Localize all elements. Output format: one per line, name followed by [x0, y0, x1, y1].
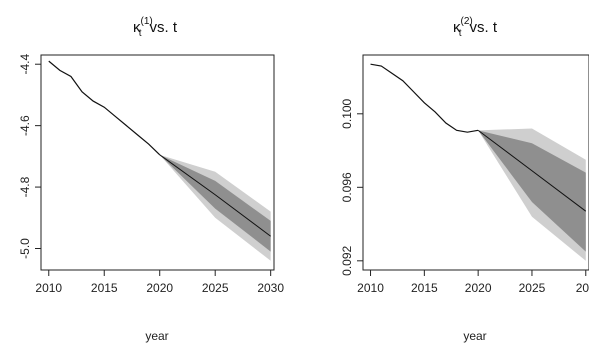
historical-line: [48, 60, 161, 156]
title-base: κ: [133, 19, 141, 36]
x-axis-label: year: [463, 329, 486, 343]
x-tick-label: 2010: [357, 281, 384, 295]
title-rest: vs. t: [150, 19, 178, 36]
x-tick-label: 2010: [35, 281, 62, 295]
y-axis: -4.4 -4.6 -4.8 -5.0: [18, 54, 41, 259]
title-sub: t: [459, 28, 462, 39]
title-rest: vs. t: [470, 19, 498, 36]
x-tick-label: 2025: [519, 281, 546, 295]
panel-kappa1: κ(1) t vs. t 2010 2015 2020 2025 2030 -4.4 -4.6…: [18, 16, 284, 343]
inner-band: [478, 130, 586, 252]
y-axis: 0.100 0.096 0.092: [340, 98, 363, 276]
plot-frame: [362, 54, 589, 271]
y-tick-label: -5.0: [18, 238, 32, 259]
forecast-mean-line: [159, 154, 271, 237]
y-tick-label: 0.096: [340, 172, 354, 202]
series-lines: [370, 63, 587, 212]
x-axis: 2010 2015 2020 2025 2030: [35, 270, 284, 295]
chart-title: κ(1) t vs. t: [133, 16, 178, 39]
x-tick-label: 2030: [257, 281, 284, 295]
chart-title: κ(2) t vs. t: [453, 16, 498, 39]
title-sub: t: [139, 28, 142, 39]
x-axis-label: year: [145, 329, 168, 343]
forecast-bands: [159, 154, 271, 261]
x-tick-label: 2025: [202, 281, 229, 295]
panel-kappa2: κ(2)t vs. t 2010 2015 2020 2025 203 0.100 0.09…: [340, 16, 589, 343]
title-sup: (2): [460, 16, 472, 27]
series-lines: [48, 60, 271, 237]
y-tick-label: -4.6: [18, 115, 32, 136]
x-tick-label: 203: [576, 281, 589, 295]
title-base: κ: [453, 19, 461, 36]
forecast-bands: [478, 128, 586, 261]
title-sup: (1): [140, 16, 152, 27]
historical-line: [370, 63, 479, 133]
forecast-mean-line: [477, 129, 587, 212]
x-axis: 2010 2015 2020 2025 203: [357, 270, 589, 295]
inner-band: [159, 154, 271, 252]
y-tick-label: 0.092: [340, 245, 354, 275]
x-tick-label: 2015: [91, 281, 118, 295]
x-tick-label: 2015: [411, 281, 438, 295]
y-tick-label: 0.100: [340, 98, 354, 128]
y-tick-label: -4.4: [18, 54, 32, 75]
x-tick-label: 2020: [465, 281, 492, 295]
y-tick-label: -4.8: [18, 176, 32, 197]
x-tick-label: 2020: [146, 281, 173, 295]
plot-frame: [40, 54, 275, 271]
